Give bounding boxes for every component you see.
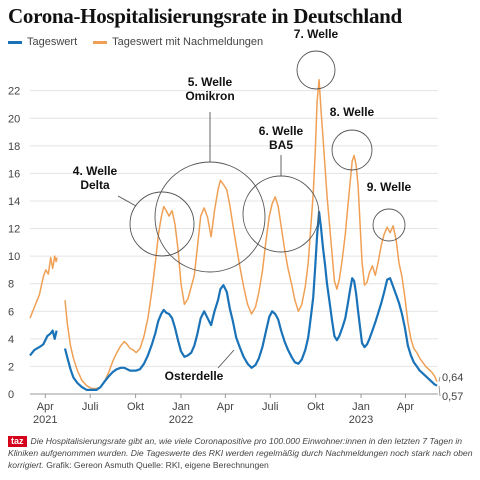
annotation-leader-wave4 (117, 195, 137, 207)
legend-label-tageswert: Tageswert (27, 36, 78, 48)
footer: taz Die Hospitalisierungsrate gibt an, wi… (8, 435, 474, 471)
series-tageswert-end-label: 0,57 (442, 391, 463, 403)
legend: Tageswert Tageswert mit Nachmeldungen (8, 36, 279, 48)
annotation-circle-wave5 (154, 161, 266, 273)
x-tick-label: Juli (262, 401, 279, 413)
taz-logo: taz (8, 436, 27, 447)
y-tick-label: 10 (8, 251, 20, 263)
series-tageswert-line (63, 210, 438, 391)
x-year-label: 2023 (349, 414, 373, 426)
legend-item-tageswert: Tageswert (8, 36, 77, 48)
series-tageswert (29, 210, 438, 391)
legend-swatch-blue (8, 40, 22, 44)
x-tick-label: Okt (127, 401, 144, 413)
x-tick-label: Apr (217, 401, 234, 413)
annotation-circle-wave7 (296, 50, 336, 90)
y-tick-label: 2 (8, 361, 14, 373)
annotation-circle-wave6 (242, 175, 320, 253)
annotation-circle-wave4 (129, 191, 195, 257)
series-nachmeldungen (29, 78, 438, 390)
x-tick-label: Jan (172, 401, 190, 413)
series-nachmeldungen-line (64, 78, 438, 390)
annotation-circle-wave9 (372, 208, 406, 242)
annotation-label-wave6: 6. Welle (259, 124, 304, 138)
legend-swatch-orange (93, 40, 108, 44)
x-tick-label: Jan (352, 401, 370, 413)
y-tick-label: 4 (8, 334, 14, 346)
annotation-label-wave5: 5. Welle (188, 75, 233, 89)
x-tick-label: Apr (37, 401, 54, 413)
annotation-label-wave8: 8. Welle (330, 105, 375, 119)
annotation-label-wave4: Delta (80, 178, 110, 192)
y-tick-label: 22 (8, 86, 20, 98)
series-nachmeldungen-end-leader (438, 376, 441, 382)
y-tick-label: 14 (8, 196, 20, 208)
series-tageswert-end-leader (438, 385, 441, 397)
x-tick-label: Okt (307, 401, 324, 413)
y-tick-label: 16 (8, 168, 20, 180)
annotation-circle-wave8 (331, 129, 373, 171)
y-tick-label: 0 (8, 389, 14, 401)
x-tick-label: Juli (82, 401, 99, 413)
x-tick-label: Apr (397, 401, 414, 413)
annotation-label-wave6: BA5 (269, 138, 293, 152)
x-year-label: 2021 (33, 414, 57, 426)
series-nachmeldungen-line (29, 255, 58, 319)
footer-note: Die Hospitalisierungsrate gibt an, wie v… (8, 436, 473, 470)
series-nachmeldungen-end-label: 0,64 (442, 372, 463, 384)
legend-label-nachmeldungen: Tageswert mit Nachmeldungen (112, 36, 264, 48)
series-tageswert-line (29, 329, 58, 357)
chart-title: Corona-Hospitalisierungsrate in Deutschl… (8, 4, 402, 28)
annotation-leader-osterdelle (217, 349, 235, 369)
x-year-label: 2022 (169, 414, 193, 426)
annotation-label-wave7: 7. Welle (294, 27, 339, 41)
y-tick-label: 8 (8, 279, 14, 291)
y-tick-label: 18 (8, 141, 20, 153)
legend-item-nachmeldungen: Tageswert mit Nachmeldungen (93, 36, 263, 48)
annotation-label-osterdelle: Osterdelle (165, 369, 224, 383)
y-tick-label: 20 (8, 113, 20, 125)
annotation-label-wave5: Omikron (185, 89, 234, 103)
annotation-label-wave9: 9. Welle (367, 180, 412, 194)
annotation-label-wave4: 4. Welle (73, 164, 118, 178)
footer-graphic-credit: Grafik: Gereon Asmuth (46, 460, 134, 470)
y-tick-label: 12 (8, 224, 20, 236)
y-tick-label: 6 (8, 306, 14, 318)
footer-source: Quelle: RKI, eigene Berechnungen (136, 460, 269, 470)
